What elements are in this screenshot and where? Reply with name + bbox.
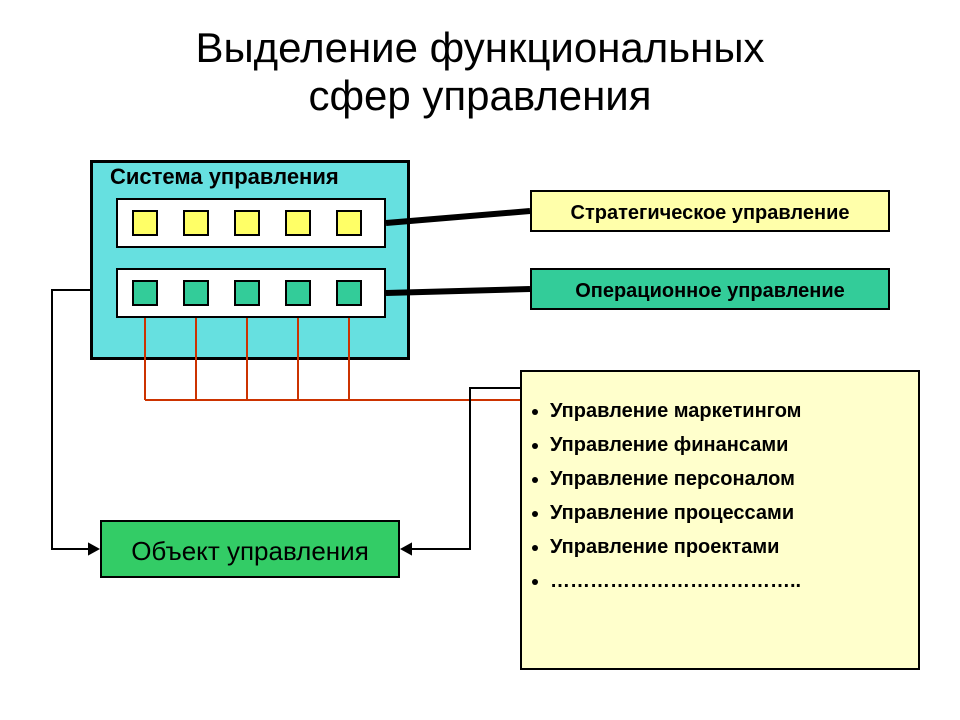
object-label: Объект управления [102,522,398,580]
system-panel [90,160,410,360]
bullets-list: Управление маркетингомУправление финанса… [522,394,918,598]
bullet-item-5: Управление проектами [550,530,910,564]
green-square-4 [285,280,311,306]
bullet-item-1: Управление маркетингом [550,394,910,428]
green-square-5 [336,280,362,306]
operational-label: Операционное управление [532,270,888,312]
yellow-square-2 [183,210,209,236]
bullet-item-3: Управление персоналом [550,462,910,496]
yellow-square-5 [336,210,362,236]
green-square-1 [132,280,158,306]
system-panel-label: Система управления [110,164,339,190]
bullet-item-2: Управление финансами [550,428,910,462]
title-line2: сфер управления [308,72,651,119]
strategic-box: Стратегическое управление [530,190,890,232]
diagram-stage: Выделение функциональных сфер управления… [0,0,960,720]
slide-title: Выделение функциональных сфер управления [0,24,960,121]
bullet-item-6: ……………………………….. [550,564,910,598]
yellow-square-1 [132,210,158,236]
green-square-2 [183,280,209,306]
bullet-item-4: Управление процессами [550,496,910,530]
green-square-3 [234,280,260,306]
yellow-square-4 [285,210,311,236]
strategic-label: Стратегическое управление [532,192,888,234]
bullets-box: Управление маркетингомУправление финанса… [520,370,920,670]
yellow-square-3 [234,210,260,236]
object-box: Объект управления [100,520,400,578]
operational-box: Операционное управление [530,268,890,310]
title-line1: Выделение функциональных [195,24,764,71]
